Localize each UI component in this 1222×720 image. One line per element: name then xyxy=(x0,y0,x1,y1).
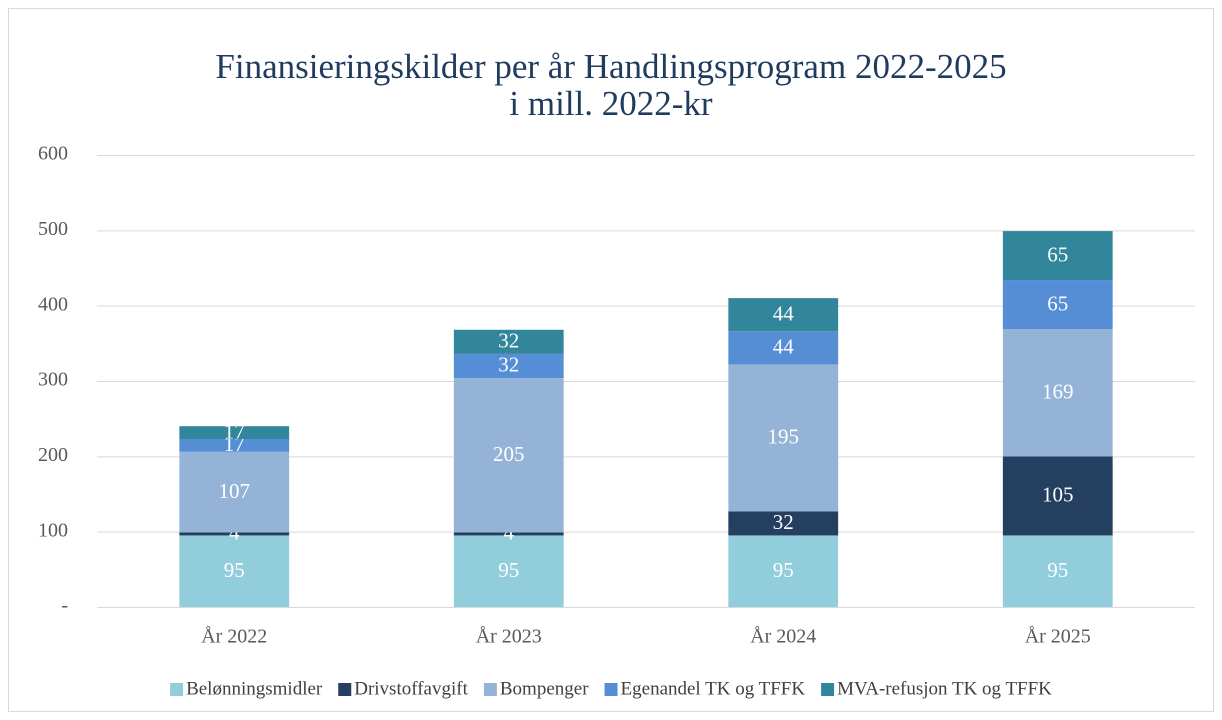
data-label: 195 xyxy=(768,425,800,449)
data-label: 169 xyxy=(1042,379,1074,403)
data-label: 4 xyxy=(229,521,240,545)
bar-segment xyxy=(1002,231,1113,281)
y-tick-label: 200 xyxy=(38,444,68,466)
data-label: 205 xyxy=(493,442,525,466)
y-tick-label: 400 xyxy=(38,293,68,315)
data-label: 17 xyxy=(224,419,245,443)
data-label: 65 xyxy=(1047,291,1068,315)
chart-subtitle: i mill. 2022-kr xyxy=(509,84,713,123)
legend-swatch xyxy=(821,683,835,696)
bar-segment xyxy=(453,377,564,533)
data-label: 65 xyxy=(1047,242,1068,266)
bar-segment xyxy=(179,451,290,533)
bar-segment xyxy=(1002,329,1113,457)
bar-segment xyxy=(453,353,564,378)
x-tick-label: År 2023 xyxy=(476,626,542,648)
bar-segment xyxy=(179,535,290,607)
data-label: 105 xyxy=(1042,483,1074,507)
legend-label: MVA-refusjon TK og TFFK xyxy=(837,678,1052,699)
bar-segment xyxy=(728,511,839,536)
data-label: 107 xyxy=(219,479,251,503)
legend-swatch xyxy=(604,683,618,696)
data-label: 4 xyxy=(504,521,515,545)
data-label: 44 xyxy=(773,335,795,359)
bar-segment xyxy=(179,532,290,536)
legend-label: Egenandel TK og TFFK xyxy=(621,678,806,699)
legend-swatch xyxy=(483,683,497,696)
data-label: 95 xyxy=(498,558,519,582)
bar-segment xyxy=(453,532,564,536)
legend-label: Drivstoffavgift xyxy=(354,678,468,699)
x-tick-label: År 2022 xyxy=(201,626,267,648)
bar-segment xyxy=(1002,280,1113,330)
y-tick-label: 300 xyxy=(38,369,68,391)
legend-swatch xyxy=(338,683,352,696)
legend-swatch xyxy=(170,683,184,696)
bar-segment xyxy=(728,535,839,607)
legend-label: Bompenger xyxy=(500,678,589,699)
chart-title: Finansieringskilder per år Handlingsprog… xyxy=(215,47,1006,86)
bar-segment xyxy=(728,298,839,332)
data-label: 32 xyxy=(498,353,519,377)
bar-segment xyxy=(453,329,564,354)
legend-label: Belønningsmidler xyxy=(186,678,323,699)
y-tick-label: 500 xyxy=(38,218,68,240)
bar-segment xyxy=(728,364,839,512)
data-label: 95 xyxy=(224,558,245,582)
y-tick-label: - xyxy=(61,595,68,617)
bar-segment xyxy=(179,439,290,452)
x-tick-label: År 2024 xyxy=(750,626,816,648)
y-tick-label: 600 xyxy=(38,143,68,165)
y-tick-label: 100 xyxy=(38,519,68,541)
bar-segment xyxy=(453,535,564,607)
data-label: 44 xyxy=(773,302,795,326)
data-label: 95 xyxy=(1047,558,1068,582)
data-label: 32 xyxy=(498,329,519,353)
x-tick-label: År 2025 xyxy=(1025,626,1091,648)
bar-segment xyxy=(179,426,290,440)
bar-segment xyxy=(728,331,839,365)
bar-segment xyxy=(1002,535,1113,607)
bar-segment xyxy=(1002,456,1113,536)
data-label: 32 xyxy=(773,510,794,534)
data-label: 95 xyxy=(773,558,794,582)
